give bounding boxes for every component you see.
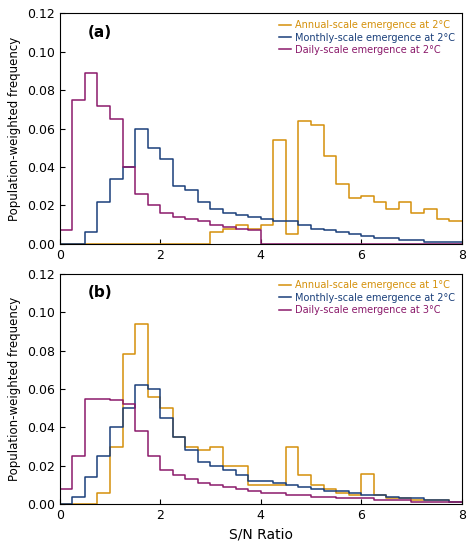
Y-axis label: Population-weighted frequency: Population-weighted frequency <box>9 297 21 481</box>
X-axis label: S/N Ratio: S/N Ratio <box>229 527 293 542</box>
Legend: Annual-scale emergence at 1°C, Monthly-scale emergence at 2°C, Daily-scale emerg: Annual-scale emergence at 1°C, Monthly-s… <box>275 277 459 319</box>
Text: (a): (a) <box>88 25 112 40</box>
Y-axis label: Population-weighted frequency: Population-weighted frequency <box>9 36 21 221</box>
Legend: Annual-scale emergence at 2°C, Monthly-scale emergence at 2°C, Daily-scale emerg: Annual-scale emergence at 2°C, Monthly-s… <box>275 16 459 59</box>
Text: (b): (b) <box>88 285 112 300</box>
